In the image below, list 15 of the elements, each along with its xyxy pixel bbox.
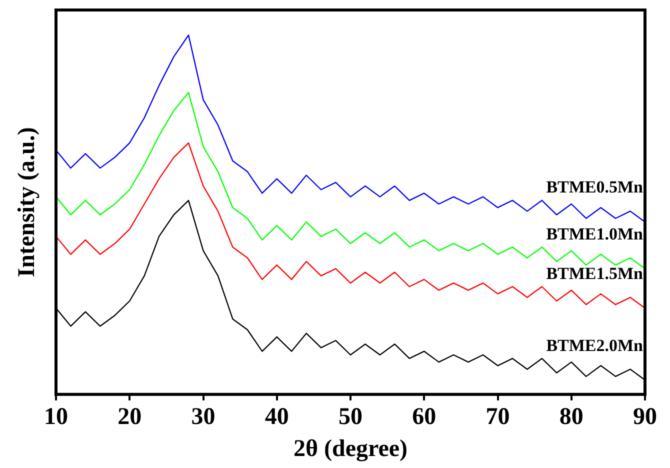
x-tick-label: 90 bbox=[633, 404, 657, 430]
x-tick-label: 70 bbox=[486, 404, 510, 430]
series-label: BTME0.5Mn bbox=[546, 178, 644, 197]
x-tick-label: 40 bbox=[264, 404, 289, 430]
y-axis-title: Intensity (a.u.) bbox=[14, 127, 40, 278]
series-label: BTME1.5Mn bbox=[546, 264, 644, 283]
x-tick-label: 10 bbox=[44, 404, 68, 430]
x-tick-label: 50 bbox=[338, 404, 362, 430]
x-tick-label: 20 bbox=[118, 404, 142, 430]
x-tick-label: 80 bbox=[559, 404, 584, 430]
x-axis-title: 2θ (degree) bbox=[293, 436, 408, 462]
series-label: BTME1.0Mn bbox=[546, 224, 644, 244]
x-tick-label: 60 bbox=[412, 404, 436, 430]
x-tick-label: 30 bbox=[191, 404, 216, 430]
series-label: BTME2.0Mn bbox=[546, 336, 644, 355]
